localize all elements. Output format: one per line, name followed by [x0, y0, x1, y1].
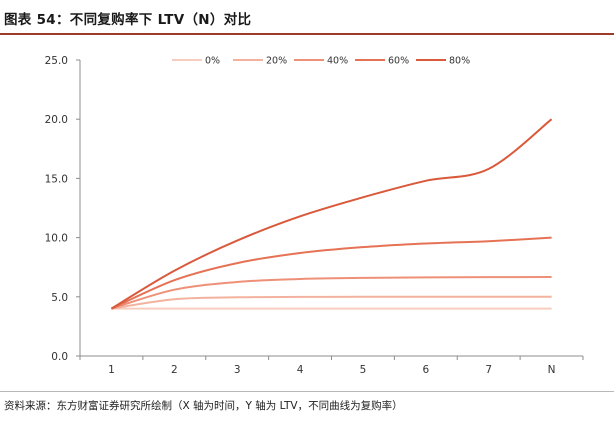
x-tick-label: 2: [171, 364, 178, 376]
legend-label: 80%: [449, 56, 470, 67]
series-line: [111, 276, 552, 310]
legend-label: 40%: [327, 56, 348, 67]
chart-series: [110, 118, 553, 310]
series-line: [111, 295, 552, 310]
y-tick-label: 20.0: [45, 114, 68, 126]
y-tick-label: 15.0: [45, 173, 68, 185]
x-tick-label: 5: [360, 364, 367, 376]
source-rule: [0, 391, 614, 392]
x-tick-label: 7: [485, 364, 492, 376]
legend-label: 0%: [205, 56, 220, 67]
series-line: [110, 118, 553, 310]
figure-title: 图表 54：不同复购率下 LTV（N）对比: [4, 12, 252, 28]
y-tick-label: 25.0: [45, 55, 68, 67]
series-line: [110, 236, 552, 310]
x-tick-label: 3: [234, 364, 241, 376]
x-tick-label: N: [548, 364, 556, 376]
y-tick-label: 0.0: [51, 351, 68, 363]
legend-label: 20%: [266, 56, 287, 67]
title-rule: [0, 33, 614, 35]
chart-legend: 0% 20% 40% 60% 80%: [172, 56, 470, 67]
x-tick-label: 4: [297, 364, 304, 376]
x-tick-label: 1: [108, 364, 115, 376]
legend-label: 60%: [388, 56, 409, 67]
x-tick-label: 6: [422, 364, 429, 376]
source-note: 资料来源：东方财富证券研究所绘制（X 轴为时间，Y 轴为 LTV，不同曲线为复购…: [4, 400, 403, 412]
ltv-line-chart: 0.0 5.0 10.0 15.0 20.0 25.0 1 2 3 4 5 6 7 N 0% 20% 40% 6…: [45, 55, 584, 376]
chart-axes: 0.0 5.0 10.0 15.0 20.0 25.0 1 2 3 4 5 6 7 N: [45, 55, 584, 376]
y-tick-label: 5.0: [51, 292, 68, 304]
y-tick-label: 10.0: [45, 233, 68, 245]
